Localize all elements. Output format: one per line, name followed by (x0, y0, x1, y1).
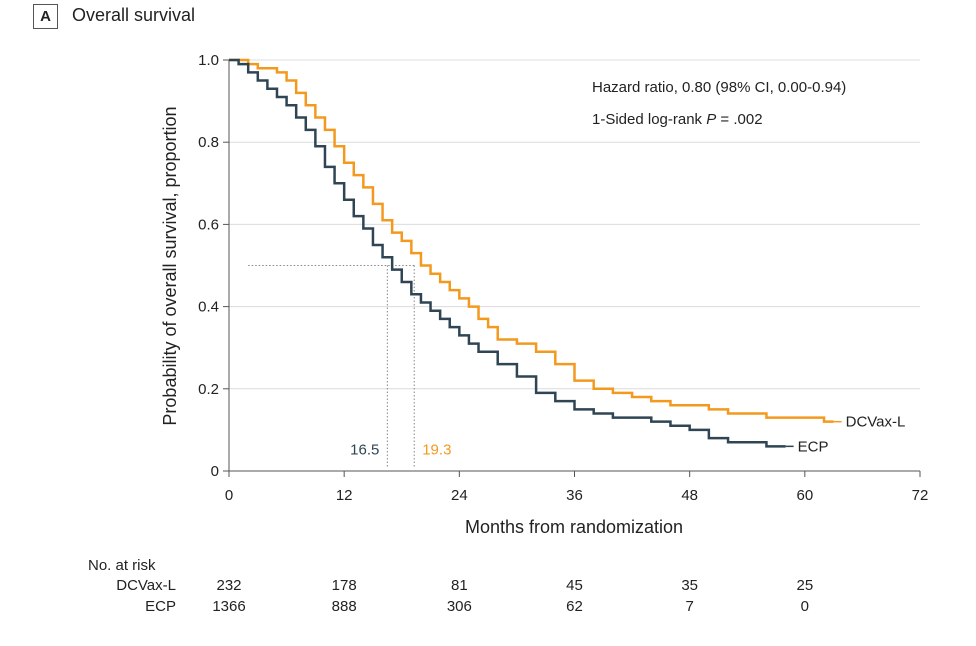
series-line-dcvax-l (229, 58, 834, 423)
risk-cell: 888 (332, 598, 357, 615)
y-tick-label: 0.2 (198, 381, 219, 398)
x-tick-label: 72 (912, 487, 929, 504)
risk-cell: 1366 (212, 598, 245, 615)
axes: 0 0.2 0.4 0.6 0.8 1.0 0 12 24 36 48 60 72 (198, 52, 928, 504)
risk-table: No. at risk DCVax-L 232 178 81 45 35 25 ECP 1366… (88, 557, 813, 615)
logrank-value: = .002 (716, 111, 762, 128)
x-tick-label: 24 (451, 487, 468, 504)
gridlines (229, 59, 920, 390)
risk-row-label: ECP (145, 598, 176, 615)
y-tick-label: 0.6 (198, 216, 219, 233)
y-tick-label: 1.0 (198, 52, 219, 69)
series-label-ecp: ECP (798, 438, 829, 455)
y-tick-label: 0.8 (198, 134, 219, 151)
median-reference-lines: 16.5 19.3 (248, 265, 451, 468)
series-line-ecp (229, 58, 786, 448)
risk-cell: 0 (801, 598, 809, 615)
survival-curves: DCVax-L ECP (229, 58, 906, 455)
risk-table-title: No. at risk (88, 557, 156, 574)
x-tick-label: 36 (566, 487, 583, 504)
panel-label: A (33, 4, 58, 29)
median-label-ecp: 16.5 (350, 441, 379, 458)
risk-cell: 35 (681, 577, 698, 594)
y-tick-label: 0.4 (198, 299, 219, 316)
risk-cell: 306 (447, 598, 472, 615)
risk-row-label: DCVax-L (116, 577, 176, 594)
x-tick-label: 60 (796, 487, 813, 504)
logrank-p: P (706, 111, 716, 128)
y-axis-title: Probability of overall survival, proport… (160, 106, 180, 425)
risk-cell: 25 (796, 577, 813, 594)
risk-cell: 81 (451, 577, 468, 594)
x-axis-title: Months from randomization (465, 517, 683, 537)
median-label-dcvax-l: 19.3 (422, 441, 451, 458)
risk-cell: 178 (332, 577, 357, 594)
risk-cell: 62 (566, 598, 583, 615)
x-tick-label: 0 (225, 487, 233, 504)
risk-cell: 45 (566, 577, 583, 594)
logrank-annotation: 1-Sided log-rank P = .002 (592, 111, 763, 128)
hazard-ratio-annotation: Hazard ratio, 0.80 (98% CI, 0.00-0.94) (592, 79, 846, 96)
risk-cell: 232 (216, 577, 241, 594)
y-tick-label: 0 (211, 463, 219, 480)
logrank-prefix: 1-Sided log-rank (592, 111, 706, 128)
risk-cell: 7 (685, 598, 693, 615)
chart-title: Overall survival (72, 5, 196, 25)
x-tick-label: 48 (681, 487, 698, 504)
x-tick-label: 12 (336, 487, 353, 504)
series-label-dcvax-l: DCVax-L (846, 414, 906, 431)
